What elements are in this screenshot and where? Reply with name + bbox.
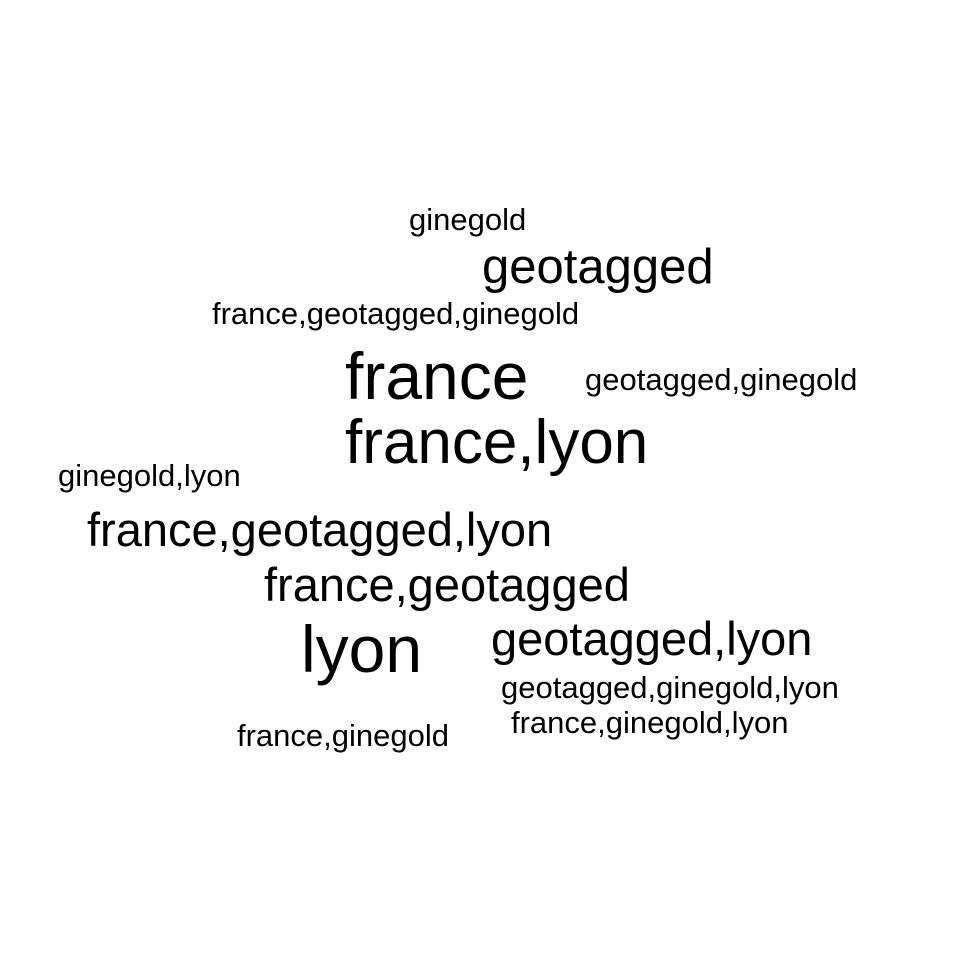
word-france-lyon: france,lyon [345,408,649,477]
word-geotagged-lyon: geotagged,lyon [491,612,813,665]
word-france: france [345,339,529,413]
word-france-ginegold: france,ginegold [237,718,449,753]
word-geotagged-ginegold-lyon: geotagged,ginegold,lyon [501,670,839,705]
word-lyon: lyon [301,612,423,686]
word-france-geotagged-ginegold: france,geotagged,ginegold [212,296,580,331]
word-geotagged-ginegold: geotagged,ginegold [585,362,858,397]
word-ginegold: ginegold [409,202,527,237]
word-france-ginegold-lyon: france,ginegold,lyon [511,705,789,740]
word-geotagged: geotagged [482,240,714,294]
word-ginegold-lyon: ginegold,lyon [58,458,241,493]
word-france-geotagged: france,geotagged [264,558,630,611]
word-france-geotagged-lyon: france,geotagged,lyon [87,503,553,556]
